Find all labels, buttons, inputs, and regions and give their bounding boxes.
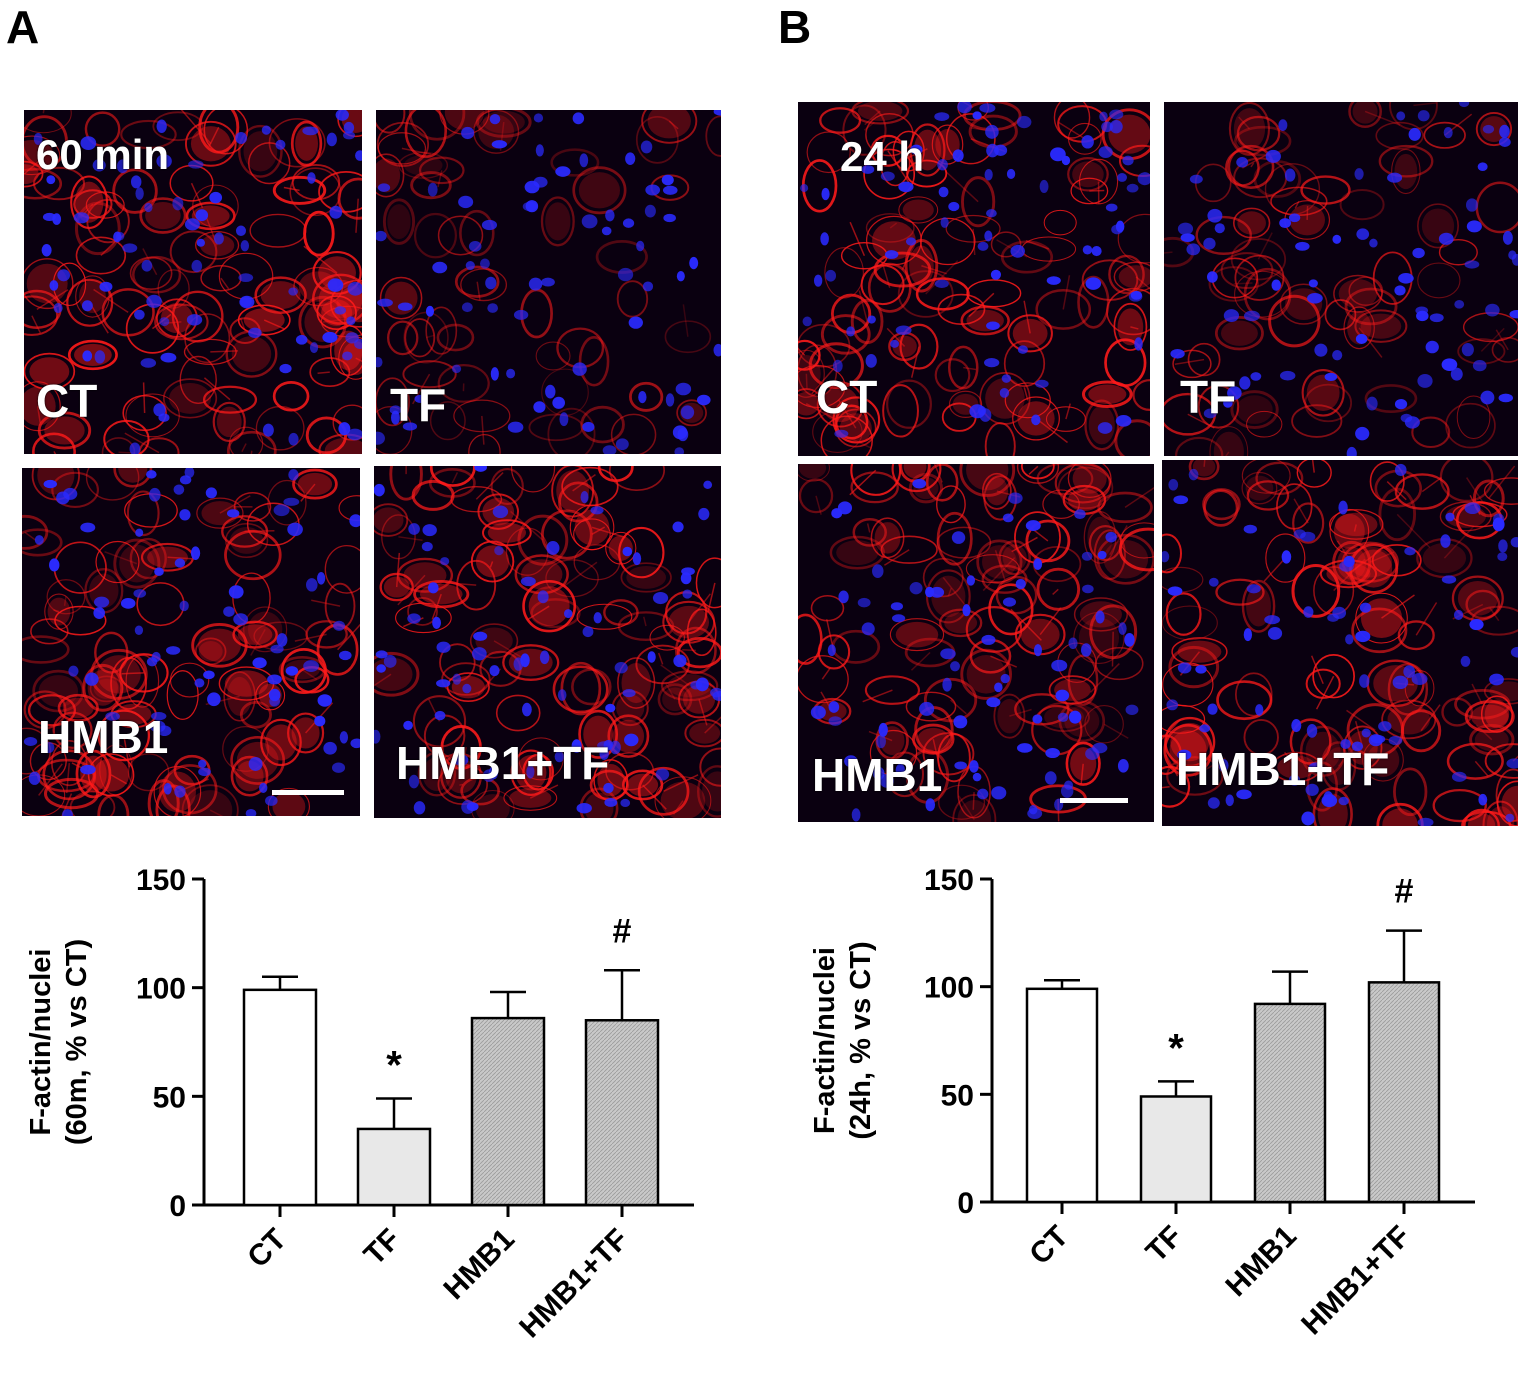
significance-star: * (1168, 1026, 1184, 1070)
bar-ct (242, 988, 318, 1207)
bar-chart-24h: 0 50 100 150 F-actin/nuclei (24h, % vs CT) CT T… (809, 864, 1475, 1342)
bar-tf (356, 1127, 432, 1207)
condition-label: CT (816, 371, 878, 423)
micrograph-b-hmb1: HMB1 (798, 464, 1154, 822)
condition-label: HMB1+TF (1176, 743, 1390, 795)
x-tick-label: TF (1140, 1220, 1189, 1269)
condition-label: HMB1+TF (396, 737, 610, 789)
x-tick-label: CT (1023, 1220, 1075, 1272)
cell-texture (374, 466, 721, 818)
cell-texture (798, 102, 1150, 456)
bar-hmb1 (470, 1016, 546, 1207)
micrograph-a-ct: 60 min CT (24, 110, 362, 454)
condition-label: HMB1 (38, 711, 169, 763)
significance-hash: # (1395, 873, 1414, 911)
bar-ct (1025, 987, 1099, 1204)
y-tick-label: 50 (153, 1081, 186, 1114)
cell-texture (798, 464, 1154, 822)
y-tick-label: 0 (957, 1187, 974, 1220)
scale-bar (272, 790, 344, 795)
bar-hmb1-tf (1367, 981, 1441, 1204)
bar-hmb1 (1253, 1002, 1327, 1204)
condition-label: TF (1180, 371, 1237, 423)
micrograph-a-hmb1-tf: HMB1+TF (374, 466, 721, 818)
scale-bar (1060, 798, 1128, 803)
bar-tf (1139, 1095, 1213, 1204)
micrograph-b-tf: TF (1164, 102, 1518, 456)
x-tick-label: HMB1 (438, 1223, 521, 1306)
y-axis-label-line2: (60m, % vs CT) (61, 939, 93, 1145)
y-tick-label: 50 (941, 1079, 974, 1112)
time-label: 24 h (840, 133, 925, 180)
cell-texture (376, 110, 721, 454)
condition-label: HMB1 (812, 749, 943, 801)
micrograph-b-ct: 24 h CT (798, 102, 1150, 456)
cell-texture (24, 110, 362, 454)
condition-label: CT (36, 375, 98, 427)
micrograph-b-hmb1-tf: HMB1+TF (1162, 460, 1518, 826)
y-axis-label-line1: F-actin/nuclei (809, 947, 841, 1134)
cell-texture (22, 468, 360, 816)
y-tick-label: 100 (136, 973, 186, 1006)
y-tick-label: 100 (924, 972, 974, 1005)
y-tick-label: 0 (169, 1190, 186, 1223)
bar-hmb1-tf (584, 1019, 660, 1207)
micrograph-a-hmb1: HMB1 (22, 468, 360, 816)
micrograph-a-tf: TF (376, 110, 721, 454)
time-label: 60 min (36, 131, 170, 178)
significance-star: * (386, 1044, 402, 1088)
y-tick-label: 150 (136, 864, 186, 897)
x-tick-label: TF (358, 1223, 407, 1272)
cell-texture (1162, 460, 1518, 826)
x-tick-label: HMB1+TF (1295, 1220, 1417, 1342)
bar-chart-60m: 0 50 100 150 F-actin/nuclei (60m, % vs CT) CT T… (25, 864, 694, 1345)
condition-label: TF (390, 379, 447, 431)
panel-a-letter: A (6, 1, 40, 53)
x-tick-label: HMB1 (1220, 1220, 1303, 1303)
x-tick-label: CT (241, 1223, 293, 1275)
y-axis-label-line1: F-actin/nuclei (25, 949, 57, 1136)
y-tick-label: 150 (924, 864, 974, 897)
panel-b-letter: B (778, 1, 812, 53)
significance-hash: # (613, 912, 632, 950)
x-tick-label: HMB1+TF (513, 1223, 635, 1345)
cell-texture (1164, 102, 1518, 456)
y-axis-label-line2: (24h, % vs CT) (845, 941, 877, 1139)
